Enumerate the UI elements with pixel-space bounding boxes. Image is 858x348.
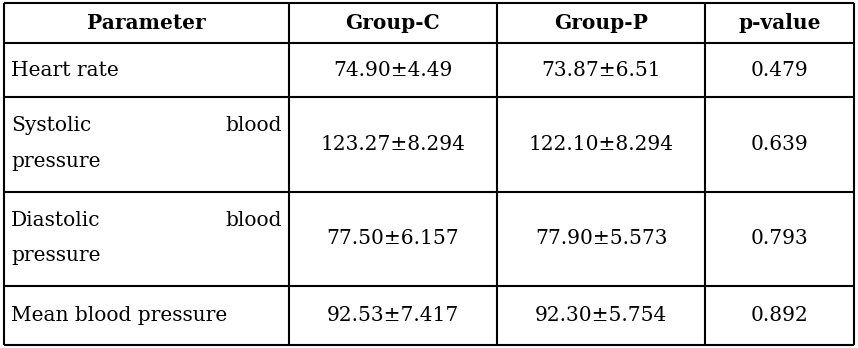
Text: 0.479: 0.479 (751, 61, 808, 80)
Text: pressure: pressure (11, 246, 100, 266)
Text: Group-P: Group-P (554, 13, 648, 33)
Text: blood: blood (226, 211, 282, 230)
Text: 74.90±4.49: 74.90±4.49 (333, 61, 452, 80)
Text: 92.30±5.754: 92.30±5.754 (535, 306, 668, 325)
Text: 77.50±6.157: 77.50±6.157 (327, 229, 459, 248)
Text: Heart rate: Heart rate (11, 61, 119, 80)
Text: p-value: p-value (738, 13, 820, 33)
Text: Diastolic: Diastolic (11, 211, 100, 230)
Text: 92.53±7.417: 92.53±7.417 (327, 306, 459, 325)
Text: Systolic: Systolic (11, 116, 92, 135)
Text: 123.27±8.294: 123.27±8.294 (320, 135, 465, 154)
Text: 122.10±8.294: 122.10±8.294 (529, 135, 674, 154)
Text: Mean blood pressure: Mean blood pressure (11, 306, 227, 325)
Text: Group-C: Group-C (346, 13, 440, 33)
Text: 77.90±5.573: 77.90±5.573 (535, 229, 668, 248)
Text: blood: blood (226, 116, 282, 135)
Text: 0.639: 0.639 (751, 135, 808, 154)
Text: 0.892: 0.892 (751, 306, 808, 325)
Text: pressure: pressure (11, 152, 100, 171)
Text: 0.793: 0.793 (751, 229, 808, 248)
Text: 73.87±6.51: 73.87±6.51 (541, 61, 661, 80)
Text: Parameter: Parameter (88, 13, 206, 33)
